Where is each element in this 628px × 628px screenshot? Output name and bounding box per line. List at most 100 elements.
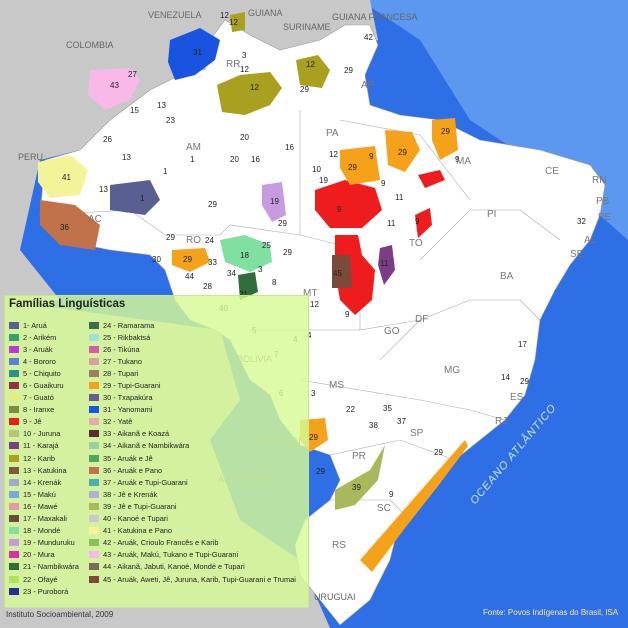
territory-number: 8 — [272, 278, 277, 287]
territory-number: 19 — [319, 176, 328, 185]
legend-column-right: 24 - Ramarama 25 - Rikbaktsá 26 - Tikúna 27… — [89, 319, 296, 585]
territory-number: 32 — [577, 217, 586, 226]
legend-swatch — [89, 394, 99, 402]
territory-number: 31 — [193, 48, 202, 57]
territory-number: 11 — [395, 193, 404, 202]
territory-45 — [332, 255, 352, 288]
legend-label: 43 - Aruák, Makú, Tukano e Tupi-Guarani — [103, 550, 239, 560]
legend-item: 45 - Aruák, Aweti, Jê, Juruna, Karib, Tu… — [89, 573, 296, 585]
territory-number: 25 — [262, 241, 271, 250]
source-text: Fonte: Povos Indígenas do Brasil, ISA — [483, 608, 619, 617]
territory-number: 12 — [220, 11, 229, 20]
state-label: TO — [409, 238, 423, 249]
legend-item: 11 - Karajá — [9, 440, 79, 452]
legend-item: 32 - Yatê — [89, 416, 296, 428]
legend-swatch — [9, 515, 19, 523]
territory-number: 33 — [208, 258, 217, 267]
legend-item: 17 - Maxakali — [9, 513, 79, 525]
legend-item: 1- Aruá — [9, 319, 79, 331]
territory-number: 29 — [300, 85, 309, 94]
legend-label: 15 - Makú — [23, 489, 56, 499]
territory-number: 9 — [389, 490, 394, 499]
credit-text: Instituto Socioambiental, 2009 — [6, 610, 114, 619]
legend-label: 12 - Karib — [23, 453, 56, 463]
legend-label: 26 - Tikúna — [103, 344, 140, 354]
legend-item: 7 - Guató — [9, 392, 79, 404]
legend-item: 28 - Tupari — [89, 367, 296, 379]
legend-label: 6 - Guaikuru — [23, 381, 64, 391]
territory-number: 4 — [307, 331, 312, 340]
state-label: CE — [545, 166, 559, 177]
legend-label: 9 - Jê — [23, 417, 42, 427]
state-label: RO — [186, 235, 201, 246]
legend-label: 28 - Tupari — [103, 368, 139, 378]
legend-label: 42 - Aruák, Crioulo Francês e Karib — [103, 538, 219, 548]
state-label: GO — [384, 326, 400, 337]
legend-item: 27 - Tukano — [89, 355, 296, 367]
territory-yanomami — [168, 28, 220, 80]
legend-swatch — [9, 539, 19, 547]
territory-number: 29 — [441, 127, 450, 136]
territory-number: 19 — [270, 197, 279, 206]
legend-swatch — [89, 502, 99, 510]
territory-36 — [40, 200, 100, 250]
territory-number: 29 — [344, 66, 353, 75]
legend-swatch — [89, 430, 99, 438]
territory-je-d — [415, 208, 432, 238]
legend-label: 39 - Jê e Tupi-Guarani — [103, 501, 177, 511]
territory-number: 3 — [311, 389, 316, 398]
legend-item: 33 - Aikanã e Koazá — [89, 428, 296, 440]
legend-item: 22 - Ofayé — [9, 573, 79, 585]
legend-swatch — [89, 466, 99, 474]
legend-item: 3 - Aruák — [9, 343, 79, 355]
territory-number: 29 — [278, 219, 287, 228]
state-label: MA — [456, 156, 471, 167]
territory-number: 39 — [352, 483, 361, 492]
legend-swatch — [9, 466, 19, 474]
legend-swatch — [89, 345, 99, 353]
territory-number: 44 — [185, 272, 194, 281]
legend-item: 5 - Chiquito — [9, 367, 79, 379]
territory-karib-a — [230, 12, 245, 32]
legend-item: 41 - Katukina e Pano — [89, 525, 296, 537]
territory-tupi-c — [340, 146, 380, 185]
territory-monde — [220, 235, 272, 272]
territory-41 — [38, 155, 88, 198]
legend-item: 16 - Mawé — [9, 500, 79, 512]
legend-swatch — [9, 382, 19, 390]
territory-number: 11 — [387, 219, 396, 228]
legend-swatch — [9, 418, 19, 426]
legend-item: 9 - Jê — [9, 416, 79, 428]
legend-label: 14 - Krenák — [23, 477, 62, 487]
legend-swatch — [89, 406, 99, 414]
territory-number: 16 — [251, 155, 260, 164]
state-label: RN — [592, 175, 606, 186]
legend-label: 19 - Munduruku — [23, 538, 75, 548]
legend-item: 13 - Katukina — [9, 464, 79, 476]
legend-swatch — [89, 575, 99, 583]
territory-number: 29 — [208, 200, 217, 209]
legend-label: 22 - Ofayé — [23, 574, 58, 584]
legend-label: 4 - Bororo — [23, 356, 56, 366]
legend-label: 20 - Mura — [23, 550, 55, 560]
territory-number: 29 — [309, 433, 318, 442]
legend-swatch — [9, 478, 19, 486]
territory-arua — [110, 180, 160, 215]
legend-label: 33 - Aikanã e Koazá — [103, 429, 170, 439]
territory-number: 21 — [239, 290, 248, 299]
legend-swatch — [9, 563, 19, 571]
territory-je-c — [418, 170, 445, 188]
legend-swatch — [89, 357, 99, 365]
legend-item: 21 - Nambikwára — [9, 561, 79, 573]
legend-item: 44 - Aikanã, Jabuti, Kanoé, Mondé e Tupa… — [89, 561, 296, 573]
territory-number: 34 — [227, 269, 236, 278]
territory-number: 9 — [345, 310, 350, 319]
country-label: VENEZUELA — [148, 10, 202, 20]
legend-label: 34 - Aikanã e Nambikwára — [103, 441, 190, 451]
territory-number: 14 — [501, 373, 510, 382]
legend-item: 10 - Juruna — [9, 428, 79, 440]
territory-43 — [88, 68, 140, 110]
territory-number: 29 — [520, 377, 529, 386]
territory-number: 43 — [110, 81, 119, 90]
state-label: AL — [584, 235, 597, 246]
